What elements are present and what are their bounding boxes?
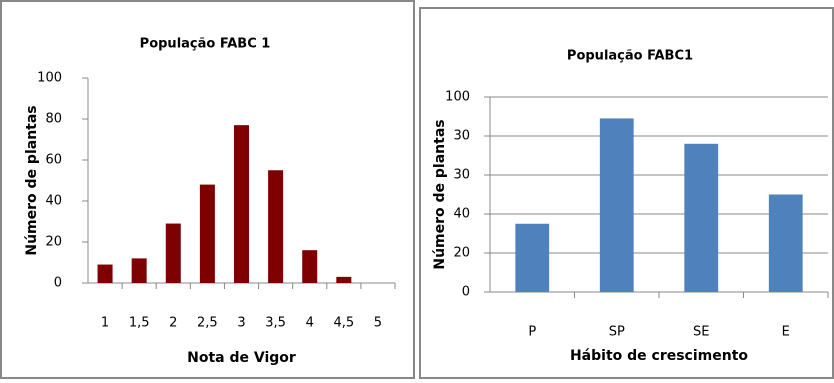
y-tick-label: 40 bbox=[45, 194, 62, 209]
x-tick-label: 4,5 bbox=[333, 316, 354, 331]
bar bbox=[768, 194, 803, 292]
y-tick-label: 20 bbox=[45, 235, 62, 250]
x-tick-label: 5 bbox=[374, 316, 382, 331]
bar bbox=[199, 184, 215, 283]
x-tick-label: 2,5 bbox=[197, 316, 218, 331]
y-tick-label: 30 bbox=[453, 168, 470, 183]
x-tick-label: SP bbox=[609, 325, 625, 340]
bar bbox=[97, 264, 113, 283]
bar bbox=[515, 223, 550, 292]
panel-border bbox=[419, 7, 834, 379]
x-tick-label: 3,5 bbox=[265, 316, 286, 331]
bar bbox=[599, 118, 634, 292]
x-axis-label: Nota de Vigor bbox=[187, 350, 296, 366]
y-tick-label: 30 bbox=[453, 129, 470, 144]
bar bbox=[165, 223, 181, 283]
y-axis-label: Número de plantas bbox=[432, 119, 448, 269]
panel-border bbox=[0, 0, 415, 379]
x-tick-label: 2 bbox=[169, 316, 177, 331]
y-tick-label: 60 bbox=[45, 153, 62, 168]
x-tick-label: E bbox=[782, 325, 790, 340]
x-tick-label: 3 bbox=[237, 316, 245, 331]
bar bbox=[336, 276, 352, 283]
bar bbox=[233, 125, 250, 284]
bar bbox=[302, 250, 318, 283]
y-tick-label: 20 bbox=[453, 246, 470, 261]
x-tick-label: 1,5 bbox=[129, 316, 150, 331]
y-tick-label: 100 bbox=[37, 71, 62, 86]
y-tick-label: 0 bbox=[54, 276, 62, 291]
chart-title: População FABC1 bbox=[567, 49, 693, 64]
x-tick-label: SE bbox=[693, 325, 709, 340]
x-axis-label: Hábito de crescimento bbox=[570, 348, 748, 364]
bar bbox=[268, 170, 284, 283]
y-axis-label: Número de plantas bbox=[24, 105, 40, 255]
x-tick-label: P bbox=[528, 325, 536, 340]
y-tick-label: 0 bbox=[462, 285, 470, 300]
bar bbox=[684, 143, 719, 292]
y-tick-label: 40 bbox=[453, 207, 470, 222]
chart-title: População FABC 1 bbox=[140, 37, 271, 52]
x-tick-label: 1 bbox=[101, 316, 109, 331]
y-tick-label: 100 bbox=[445, 90, 470, 105]
x-tick-label: 4 bbox=[306, 316, 314, 331]
y-tick-label: 80 bbox=[45, 112, 62, 127]
bar bbox=[131, 258, 147, 283]
